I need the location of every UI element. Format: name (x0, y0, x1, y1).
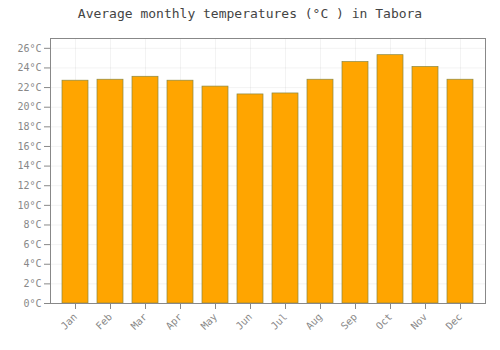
svg-text:Apr: Apr (164, 311, 185, 332)
svg-text:Jun: Jun (234, 311, 255, 332)
svg-text:12°C: 12°C (17, 180, 41, 191)
svg-text:Jul: Jul (269, 311, 290, 332)
svg-text:20°C: 20°C (17, 101, 41, 112)
svg-text:8°C: 8°C (23, 219, 41, 230)
svg-text:May: May (199, 311, 220, 332)
svg-text:Jan: Jan (59, 311, 80, 332)
svg-text:18°C: 18°C (17, 121, 41, 132)
svg-text:Sep: Sep (339, 311, 360, 332)
svg-text:Dec: Dec (444, 311, 465, 332)
svg-text:Oct: Oct (374, 311, 395, 332)
svg-text:4°C: 4°C (23, 258, 41, 269)
svg-text:26°C: 26°C (17, 43, 41, 54)
svg-text:Feb: Feb (94, 311, 115, 332)
svg-text:Mar: Mar (129, 311, 150, 332)
svg-text:16°C: 16°C (17, 141, 41, 152)
svg-text:6°C: 6°C (23, 239, 41, 250)
svg-text:2°C: 2°C (23, 278, 41, 289)
html-text:Average monthly temperatures (: Average monthly temperatures (°C ) in Ta… (77, 6, 423, 21)
svg-text:24°C: 24°C (17, 62, 41, 73)
svg-text:Nov: Nov (409, 311, 430, 332)
svg-text:0°C: 0°C (23, 298, 41, 309)
svg-text:10°C: 10°C (17, 200, 41, 211)
svg-text:22°C: 22°C (17, 82, 41, 93)
svg-text:Aug: Aug (304, 311, 325, 332)
svg-text:14°C: 14°C (17, 160, 41, 171)
